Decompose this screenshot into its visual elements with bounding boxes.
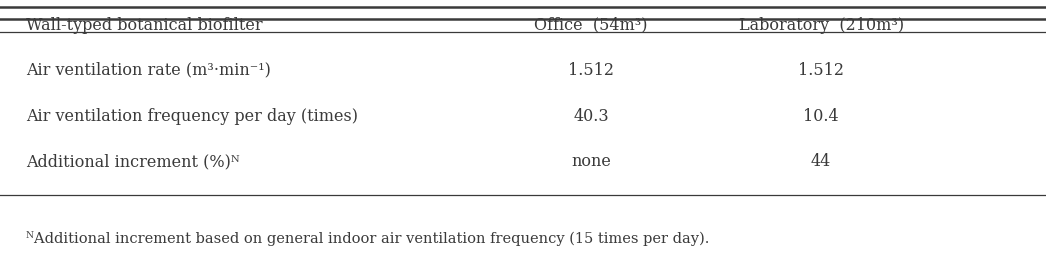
Text: Air ventilation frequency per day (times): Air ventilation frequency per day (times… xyxy=(26,108,358,125)
Text: 40.3: 40.3 xyxy=(573,108,609,125)
Text: Office  (54m³): Office (54m³) xyxy=(535,17,647,34)
Text: 10.4: 10.4 xyxy=(803,108,839,125)
Text: 1.512: 1.512 xyxy=(798,62,844,79)
Text: Air ventilation rate (m³·min⁻¹): Air ventilation rate (m³·min⁻¹) xyxy=(26,62,271,79)
Text: Additional increment (%)ᴺ: Additional increment (%)ᴺ xyxy=(26,153,240,170)
Text: Wall-typed botanical biofilter: Wall-typed botanical biofilter xyxy=(26,17,263,34)
Text: Laboratory  (210m³): Laboratory (210m³) xyxy=(738,17,904,34)
Text: none: none xyxy=(571,153,611,170)
Text: ᴺAdditional increment based on general indoor air ventilation frequency (15 time: ᴺAdditional increment based on general i… xyxy=(26,231,709,246)
Text: 44: 44 xyxy=(811,153,832,170)
Text: 1.512: 1.512 xyxy=(568,62,614,79)
